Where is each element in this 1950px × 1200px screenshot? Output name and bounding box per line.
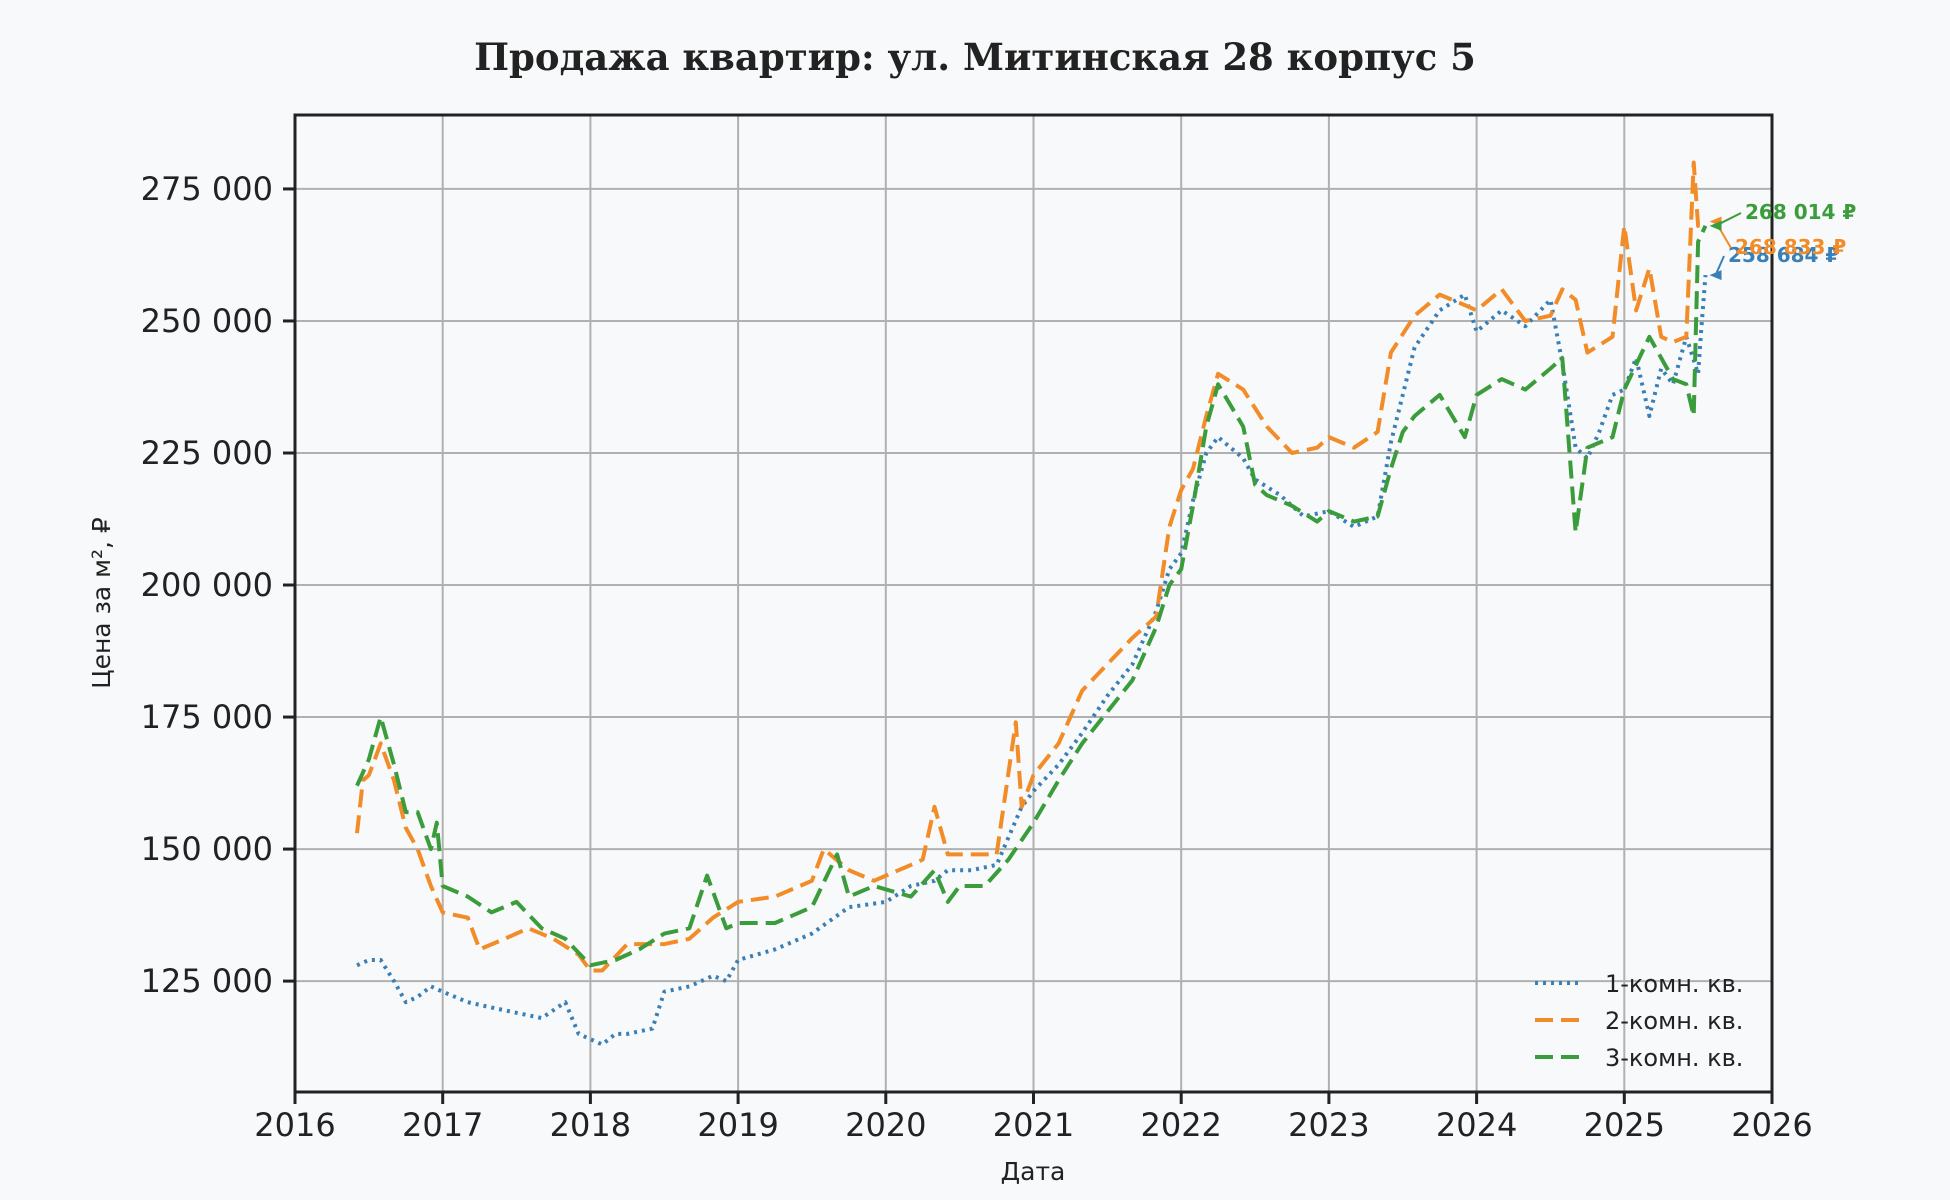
y-tick-label: 275 000 bbox=[141, 170, 273, 208]
y-tick-label: 250 000 bbox=[141, 302, 273, 340]
annotation-arrowhead bbox=[1709, 270, 1722, 281]
x-tick-label: 2020 bbox=[845, 1106, 926, 1144]
series-line-3 bbox=[355, 224, 1708, 968]
y-tick-label: 200 000 bbox=[141, 566, 273, 604]
axis-ticks: 2016 2017 2018 2019 2020 2021 2022 2023 2024 2025… bbox=[141, 170, 1813, 1144]
series-lines bbox=[355, 160, 1708, 1047]
legend: 1-комн. кв. 2-комн. кв. 3-комн. кв. bbox=[1535, 970, 1743, 1072]
series-line-2 bbox=[355, 160, 1707, 973]
annotation-arrowhead bbox=[1709, 220, 1722, 231]
x-tick-label: 2026 bbox=[1731, 1106, 1812, 1144]
x-tick-label: 2024 bbox=[1436, 1106, 1517, 1144]
x-tick-label: 2016 bbox=[254, 1106, 335, 1144]
end-annotations: 258 684 ₽268 833 ₽ 268 014 ₽ bbox=[1709, 200, 1856, 281]
x-tick-label: 2018 bbox=[550, 1106, 631, 1144]
series-line-1 bbox=[356, 274, 1708, 1047]
legend-label: 1-комн. кв. bbox=[1605, 970, 1743, 998]
x-tick-label: 2017 bbox=[402, 1106, 483, 1144]
x-tick-label: 2023 bbox=[1288, 1106, 1369, 1144]
y-tick-label: 125 000 bbox=[141, 962, 273, 1000]
x-tick-label: 2019 bbox=[697, 1106, 778, 1144]
end-value-label: 268 833 ₽ bbox=[1735, 235, 1846, 259]
annotation-arrow bbox=[1714, 255, 1725, 276]
chart-title: Продажа квартир: ул. Митинская 28 корпус… bbox=[474, 35, 1476, 79]
y-axis-label: Цена за м², ₽ bbox=[87, 517, 116, 689]
x-tick-label: 2021 bbox=[993, 1106, 1074, 1144]
x-tick-label: 2022 bbox=[1140, 1106, 1221, 1144]
y-tick-label: 150 000 bbox=[141, 830, 273, 868]
end-value-label: 258 684 ₽ bbox=[1728, 243, 1839, 267]
y-tick-label: 225 000 bbox=[141, 434, 273, 472]
x-tick-label: 2025 bbox=[1584, 1106, 1665, 1144]
end-value-label: 268 014 ₽ bbox=[1745, 200, 1856, 224]
legend-label: 3-комн. кв. bbox=[1605, 1044, 1743, 1072]
y-tick-label: 175 000 bbox=[141, 698, 273, 736]
legend-label: 2-комн. кв. bbox=[1605, 1007, 1743, 1035]
x-axis-label: Дата bbox=[1001, 1157, 1066, 1186]
